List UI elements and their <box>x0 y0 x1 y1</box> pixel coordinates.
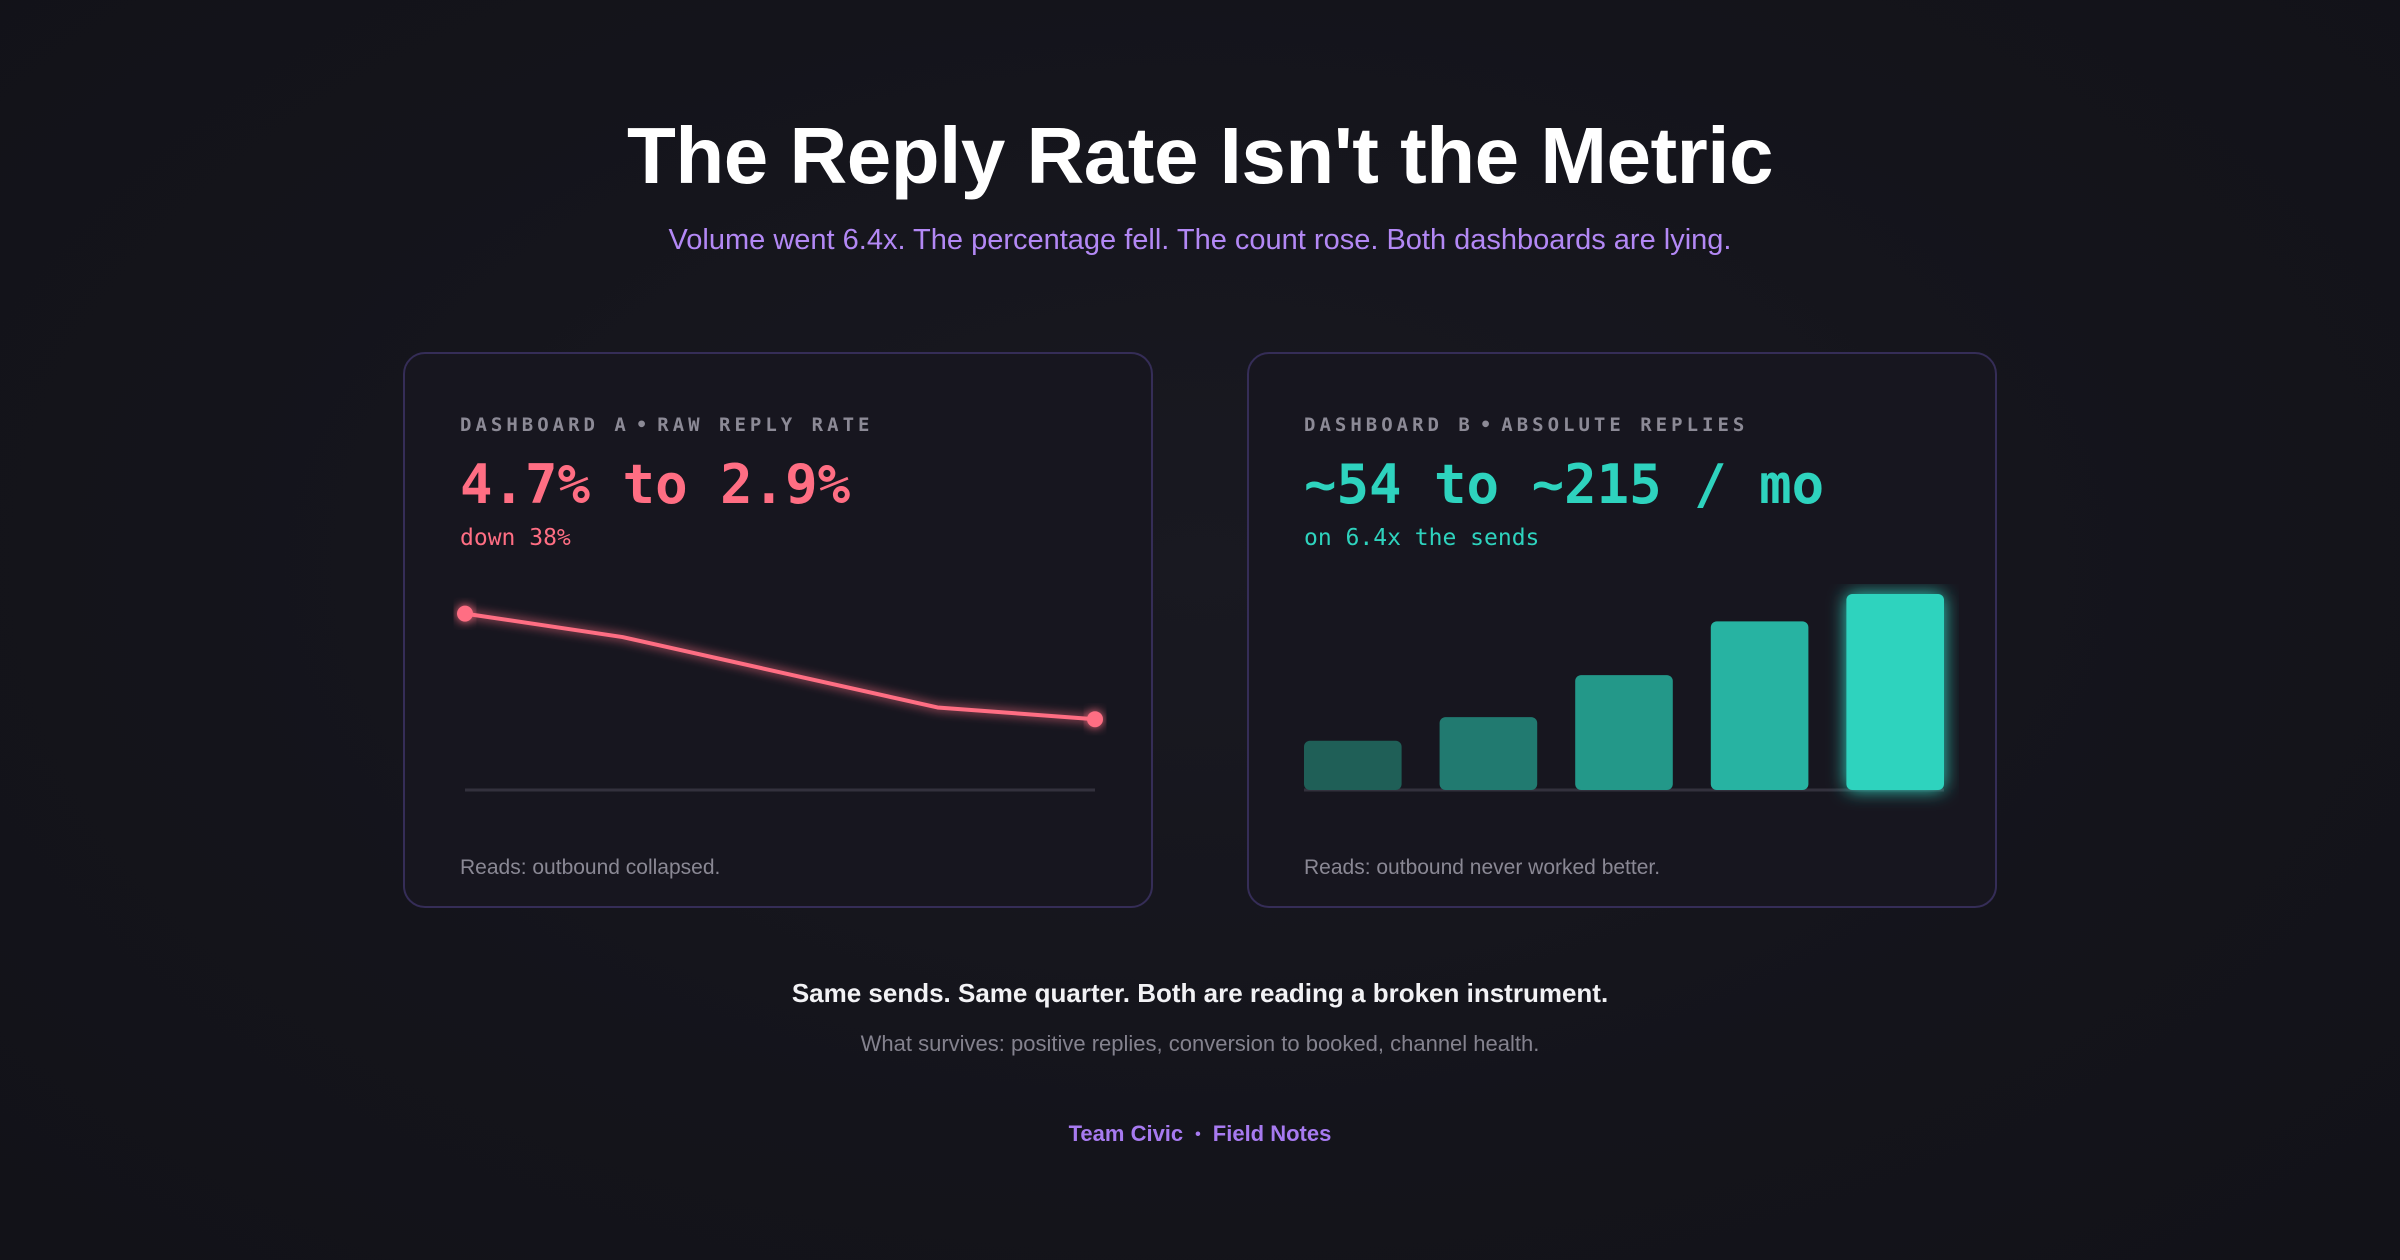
data-point <box>457 605 473 622</box>
footer-credit: Team Civic • Field Notes <box>0 1118 2400 1151</box>
footer-series: Field Notes <box>1212 1121 1332 1146</box>
dashboard-b-metric: ABSOLUTE REPLIES <box>1501 414 1749 436</box>
reply-rate-line-chart <box>457 605 1103 792</box>
footer-team: Team Civic <box>1068 1121 1184 1146</box>
dashboard-a-headline: 4.7% to 2.9% <box>460 453 851 516</box>
survives-note: What survives: positive replies, convers… <box>860 1031 1540 1056</box>
bar <box>1439 717 1538 790</box>
summary-statement: Same sends. Same quarter. Both are readi… <box>791 978 1609 1008</box>
dashboard-a-metric: RAW REPLY RATE <box>657 414 874 436</box>
dashboard-b-headline: ~54 to ~215 / mo <box>1304 453 1825 516</box>
bullet-separator-icon: • <box>1195 1126 1201 1143</box>
dashboard-a-card: DASHBOARD A • RAW REPLY RATE 4.7% to 2.9% … <box>403 352 1153 908</box>
data-point <box>1087 711 1103 728</box>
page-title: The Reply Rate Isn't the Metric <box>627 111 1773 200</box>
dashboard-b-label: DASHBOARD B • ABSOLUTE REPLIES <box>1304 412 1748 438</box>
dashboard-a-change: down 38% <box>460 525 571 551</box>
page-subtitle: Volume went 6.4x. The percentage fell. T… <box>668 224 1732 256</box>
bar <box>1846 594 1944 790</box>
dashboard-b-name: DASHBOARD B <box>1304 414 1474 436</box>
bullet-separator-icon: • <box>1479 414 1496 436</box>
dashboard-a-label: DASHBOARD A • RAW REPLY RATE <box>460 412 873 438</box>
bar <box>1575 675 1673 790</box>
dashboard-b-reads: Reads: outbound never worked better. <box>1304 856 1661 879</box>
bar <box>1710 621 1809 790</box>
dashboard-a-reads: Reads: outbound collapsed. <box>460 856 721 879</box>
series-line-reply-rate <box>463 611 1097 722</box>
absolute-replies-bar-chart <box>1304 594 1944 792</box>
dashboard-b-context: on 6.4x the sends <box>1304 525 1540 551</box>
dashboard-a-name: DASHBOARD A <box>460 414 630 436</box>
bar <box>1304 740 1402 790</box>
dashboard-b-card: DASHBOARD B • ABSOLUTE REPLIES ~54 to ~215… <box>1247 352 1997 908</box>
bullet-separator-icon: • <box>635 414 652 436</box>
